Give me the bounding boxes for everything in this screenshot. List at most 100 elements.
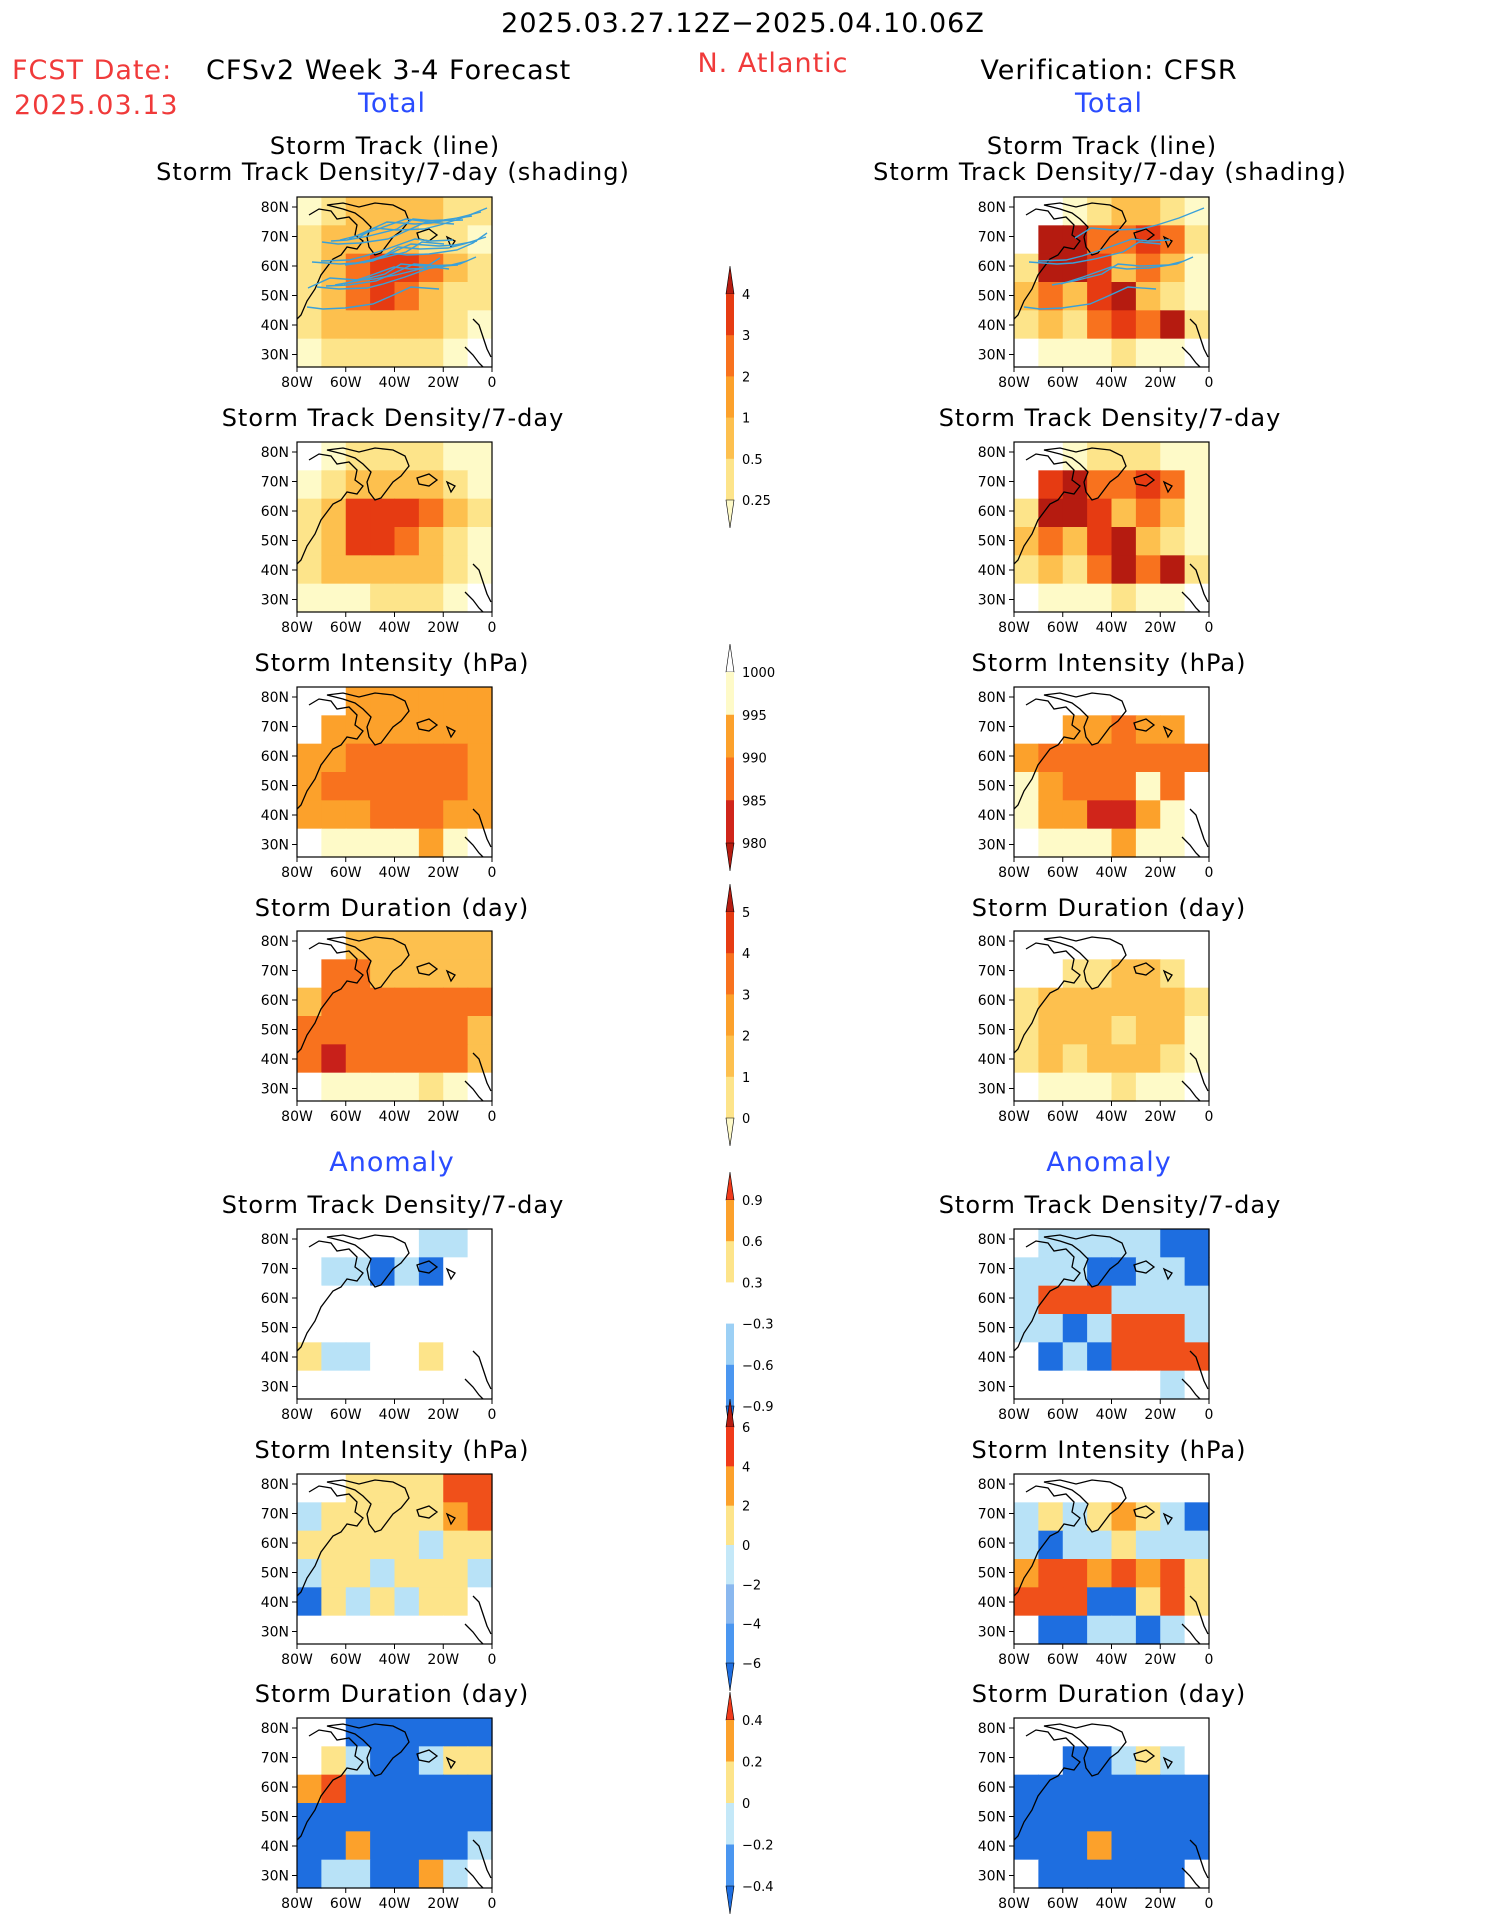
- colorbar-label: 0: [742, 1539, 750, 1554]
- heatmap-cell: [443, 1314, 469, 1343]
- heatmap-cell: [345, 959, 371, 989]
- heatmap-cell: [345, 1044, 371, 1074]
- heatmap-cell: [297, 828, 322, 858]
- heatmap-cell: [443, 338, 469, 368]
- heatmap-cell: [1014, 225, 1039, 255]
- heatmap-cell: [1111, 1257, 1137, 1287]
- heatmap-cell: [345, 555, 371, 585]
- lon-tick-label: 40W: [1096, 1109, 1128, 1125]
- heatmap-cell: [443, 1803, 469, 1832]
- heatmap-cell: [1087, 987, 1113, 1017]
- heatmap-cell: [297, 931, 322, 960]
- storm-track-line: [1051, 260, 1185, 286]
- heatmap-cell: [1014, 1859, 1039, 1889]
- lat-tick-label: 40N: [261, 1595, 289, 1611]
- colorbar-bottom-arrow: [725, 1885, 735, 1915]
- lon-tick-label: 20W: [427, 1652, 459, 1668]
- heatmap-cell: [418, 1314, 444, 1343]
- heatmap-cell: [1160, 1559, 1186, 1588]
- colorbar-segment: [726, 1076, 734, 1119]
- heatmap-cell: [1135, 282, 1161, 311]
- heatmap-cell: [1014, 338, 1039, 368]
- heatmap-cell: [370, 1474, 396, 1503]
- heatmap-cell: [443, 1342, 469, 1372]
- heatmap-cell: [1087, 800, 1113, 830]
- heatmap-cell: [1160, 442, 1186, 471]
- panel-title-duration-left: Storm Duration (day): [254, 894, 530, 922]
- lat-tick-label: 30N: [978, 348, 1006, 364]
- heatmap-cell: [370, 1774, 396, 1804]
- heatmap-cell: [297, 987, 322, 1017]
- panel-title-anom-intensity-right: Storm Intensity (hPa): [971, 1436, 1247, 1464]
- heatmap-cell: [345, 743, 371, 773]
- lon-tick-label: 40W: [1096, 865, 1128, 881]
- heatmap-cell: [443, 800, 469, 830]
- heatmap-cell: [1062, 1559, 1088, 1588]
- heatmap-cell: [370, 687, 396, 716]
- heatmap-cell: [394, 1229, 420, 1258]
- heatmap-cell: [321, 470, 347, 500]
- map-panel: 80N 70N 60N 50N 40N 30N 80W 60W 40W 20W 0: [952, 438, 1213, 643]
- colorbar-label: −4: [742, 1618, 761, 1633]
- heatmap-cell: [467, 772, 493, 801]
- heatmap-cell: [1038, 1615, 1064, 1645]
- heatmap-cell: [1087, 197, 1113, 226]
- heatmap-cell: [418, 1072, 444, 1102]
- fcst-date-value: 2025.03.13: [14, 90, 179, 121]
- heatmap-cell: [1038, 931, 1064, 960]
- heatmap-cell: [1184, 715, 1210, 745]
- lat-tick-label: 40N: [261, 1052, 289, 1068]
- heatmap-cell: [1160, 1718, 1186, 1747]
- heatmap-cell: [467, 555, 493, 585]
- heatmap-cell: [443, 442, 469, 471]
- heatmap-cell: [443, 583, 469, 613]
- lat-tick-label: 50N: [261, 1023, 289, 1039]
- heatmap-cell: [443, 197, 469, 226]
- heatmap-cell: [1111, 1016, 1137, 1045]
- heatmap-cell: [345, 583, 371, 613]
- lon-tick-label: 60W: [330, 1109, 362, 1125]
- heatmap-cell: [1160, 1774, 1186, 1804]
- heatmap-cell: [370, 197, 396, 226]
- colorbar-label: 0: [742, 1112, 750, 1127]
- heatmap-cell: [418, 1285, 444, 1315]
- colorbar-label: −0.9: [742, 1400, 774, 1415]
- region-title: N. Atlantic: [697, 48, 849, 79]
- heatmap-cell: [1014, 470, 1039, 500]
- heatmap-cell: [1038, 197, 1064, 226]
- colorbar: 4 3 2 1 0.5 0.25: [720, 262, 810, 546]
- heatmap-cell: [1014, 715, 1039, 745]
- heatmap-cell: [418, 1718, 444, 1747]
- lon-tick-label: 20W: [427, 1109, 459, 1125]
- heatmap-cell: [394, 527, 420, 556]
- panel-title-track-shading-left: Storm Track Density/7-day (shading): [156, 158, 630, 186]
- colorbar-segment: [726, 800, 734, 844]
- heatmap-cell: [1184, 442, 1210, 471]
- lat-tick-label: 60N: [261, 749, 289, 765]
- heatmap-cell: [1062, 583, 1088, 613]
- heatmap-cell: [1135, 743, 1161, 773]
- heatmap-cell: [1184, 1803, 1210, 1832]
- lat-tick-label: 50N: [261, 1321, 289, 1337]
- heatmap-cell: [394, 1803, 420, 1832]
- heatmap-cell: [321, 687, 347, 716]
- heatmap-cell: [418, 527, 444, 556]
- heatmap-cell: [418, 1229, 444, 1258]
- lat-tick-label: 70N: [261, 1751, 289, 1767]
- heatmap-cell: [394, 1502, 420, 1532]
- colorbar-bottom-arrow: [725, 499, 735, 529]
- heatmap-cell: [418, 828, 444, 858]
- heatmap-cell: [1184, 1474, 1210, 1503]
- heatmap-cell: [394, 442, 420, 471]
- heatmap-cell: [1038, 583, 1064, 613]
- colorbar-label: 2: [742, 370, 750, 385]
- heatmap-cell: [467, 800, 493, 830]
- lat-tick-label: 40N: [978, 318, 1006, 334]
- heatmap-cell: [297, 1530, 322, 1560]
- heatmap-cell: [443, 828, 469, 858]
- heatmap-cell: [297, 687, 322, 716]
- heatmap-cell: [370, 1718, 396, 1747]
- heatmap-cell: [321, 197, 347, 226]
- heatmap-cell: [345, 1615, 371, 1645]
- heatmap-cell: [1160, 1746, 1186, 1776]
